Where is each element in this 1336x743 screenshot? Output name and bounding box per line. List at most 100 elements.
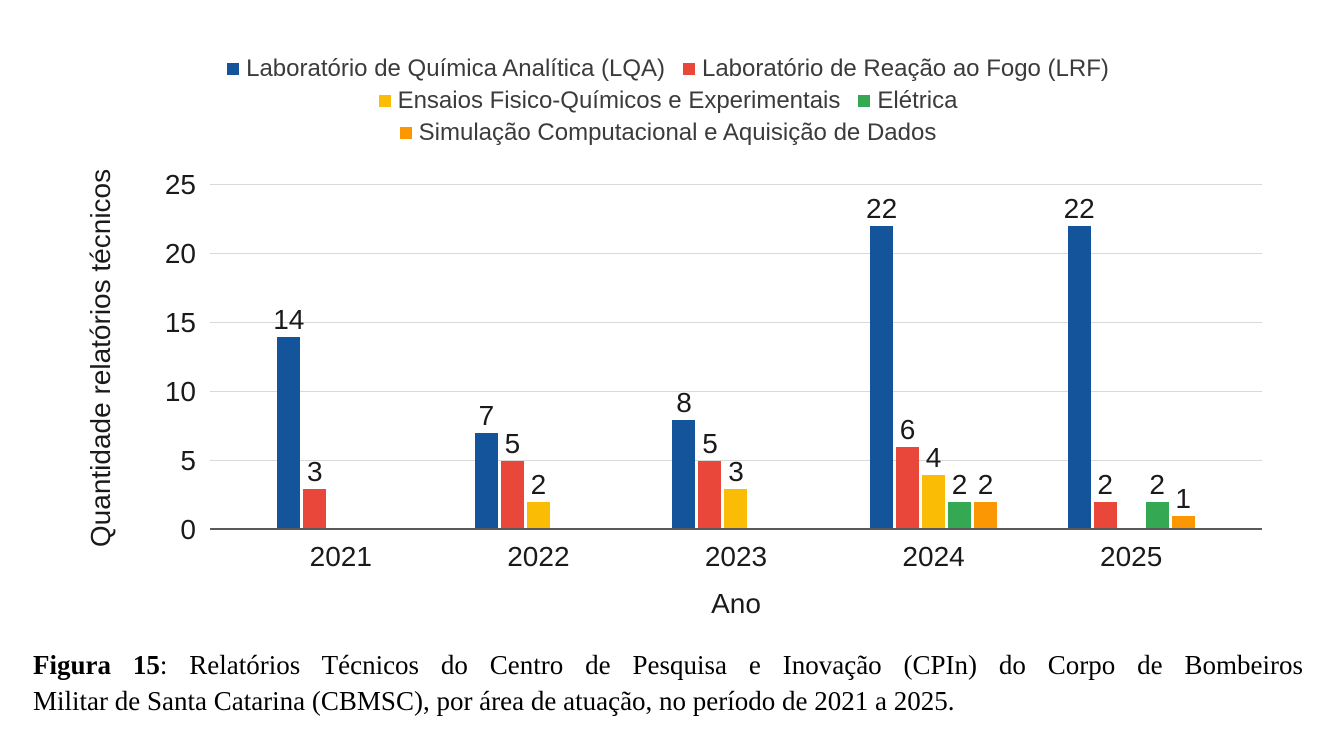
- bar-group-2025: 22 2 2 1: [1032, 185, 1230, 530]
- gridline: [210, 391, 1262, 392]
- bar-slot: 14: [273, 185, 304, 530]
- caption-line-1: Figura 15: Relatórios Técnicos do Centro…: [33, 647, 1303, 683]
- bar-group-2024: 22 6 4 2 2: [835, 185, 1033, 530]
- bar-slot: 22: [866, 185, 898, 530]
- y-tick-label: 20: [164, 238, 196, 269]
- bar-slot: 3: [723, 185, 749, 530]
- bar: [526, 502, 550, 530]
- bar-slot: 7: [473, 185, 499, 530]
- bar-value-label: 5: [702, 428, 718, 459]
- bar-value-label: 3: [307, 455, 323, 487]
- caption-figure-label: Figura 15: [33, 650, 160, 680]
- x-axis-label: 2023: [704, 541, 768, 572]
- x-axis-label: 2025: [1100, 541, 1163, 572]
- bar: [948, 502, 972, 530]
- y-tick-labels: 0 5 10 15 20 25: [130, 171, 196, 544]
- bar-value-label: 6: [899, 414, 916, 446]
- bar-slot: [328, 185, 354, 530]
- bar-slot: 22: [1063, 185, 1095, 530]
- x-axis-line: [210, 528, 1262, 530]
- bar-slot: 8: [671, 185, 697, 530]
- bar-slot: 5: [499, 185, 525, 530]
- x-axis-title: Ano: [711, 588, 761, 619]
- bar-slot: 2: [1092, 185, 1118, 530]
- y-tick-label: 15: [164, 307, 196, 338]
- legend-marker-icon: [858, 95, 871, 107]
- bar-slot: [354, 185, 380, 530]
- bar-slot: [1118, 185, 1144, 530]
- bar: [922, 474, 946, 530]
- bar-value-label: 2: [530, 469, 547, 501]
- bar: [724, 488, 748, 530]
- legend-item: Laboratório de Reação ao Fogo (LRF): [682, 55, 1109, 83]
- bar: [474, 433, 498, 530]
- bar-slot: 2: [525, 185, 551, 530]
- y-tick-label: 10: [164, 376, 196, 407]
- y-tick-label: 5: [180, 445, 196, 476]
- bar-value-label: 4: [925, 441, 942, 473]
- legend-label: Ensaios Fisico-Químicos e Experimentais: [397, 87, 841, 114]
- x-axis-labels: 2021 2022 2023 2024 2025: [210, 541, 1262, 573]
- bar: [1067, 226, 1091, 530]
- x-axis-label: 2021: [309, 541, 372, 572]
- bar: [1145, 502, 1169, 530]
- bar-value-label: 2: [951, 469, 968, 501]
- gridline: [210, 322, 1262, 323]
- bar: [896, 447, 920, 530]
- bar: [870, 226, 894, 530]
- legend-item: Laboratório de Química Analítica (LQA): [227, 55, 665, 83]
- y-tick-label: 25: [164, 169, 196, 200]
- legend-marker-icon: [399, 127, 412, 139]
- bar-value-label: 5: [504, 428, 521, 459]
- legend-marker-icon: [227, 63, 240, 75]
- plot-area: 14 3 7 5 2 8 5 3 22 6 4 2 2 22 2 2 1: [210, 184, 1262, 530]
- legend-label: Elétrica: [877, 87, 958, 114]
- bar: [1093, 502, 1117, 530]
- legend-row: Ensaios Fisico-Químicos e Experimentais E…: [378, 87, 958, 115]
- bar-slot: [577, 185, 603, 530]
- legend-marker-icon: [682, 63, 695, 75]
- bar: [974, 502, 998, 530]
- bar-slot: 3: [302, 185, 328, 530]
- bar-groups: 14 3 7 5 2 8 5 3 22 6 4 2 2 22 2 2 1: [210, 185, 1262, 530]
- legend-label: Laboratório de Química Analítica (LQA): [246, 55, 665, 82]
- bar-slot: [775, 185, 801, 530]
- gridline: [210, 460, 1262, 461]
- x-axis-label: 2022: [507, 541, 570, 572]
- legend-row: Laboratório de Química Analítica (LQA) La…: [227, 55, 1109, 83]
- bar-slot: 2: [973, 185, 999, 530]
- legend-item: Ensaios Fisico-Químicos e Experimentais: [378, 87, 841, 115]
- legend-label: Simulação Computacional e Aquisição de D…: [418, 119, 937, 146]
- bar: [672, 419, 696, 530]
- bar-value-label: 3: [728, 455, 744, 487]
- bar-value-label: 1: [1175, 483, 1191, 515]
- bar-value-label: 7: [478, 400, 495, 432]
- legend-label: Laboratório de Reação ao Fogo (LRF): [701, 55, 1109, 82]
- bar: [277, 336, 301, 530]
- bar-group-2021: 14 3: [242, 185, 440, 530]
- bar-slot: 5: [697, 185, 723, 530]
- y-tick-label: 0: [180, 514, 196, 545]
- x-axis-label: 2024: [902, 541, 965, 572]
- bar-slot: 1: [1170, 185, 1196, 530]
- bar: [303, 488, 327, 530]
- legend: Laboratório de Química Analítica (LQA) La…: [0, 55, 1336, 147]
- bar-value-label: 2: [977, 469, 994, 501]
- bar-slot: 6: [895, 185, 921, 530]
- bar-slot: [380, 185, 406, 530]
- bar-slot: 2: [947, 185, 973, 530]
- caption-line-2: Militar de Santa Catarina (CBMSC), por á…: [33, 686, 955, 716]
- bar-value-label: 22: [1063, 193, 1095, 225]
- legend-row: Simulação Computacional e Aquisição de D…: [399, 119, 937, 147]
- figure-caption: Figura 15: Relatórios Técnicos do Centro…: [33, 647, 1303, 719]
- bar: [500, 461, 524, 530]
- bar-value-label: 22: [866, 193, 898, 225]
- bar: [1171, 516, 1195, 530]
- bar-slot: [551, 185, 577, 530]
- bar-value-label: 2: [1149, 469, 1165, 501]
- bar-slot: 4: [921, 185, 947, 530]
- legend-marker-icon: [378, 95, 391, 107]
